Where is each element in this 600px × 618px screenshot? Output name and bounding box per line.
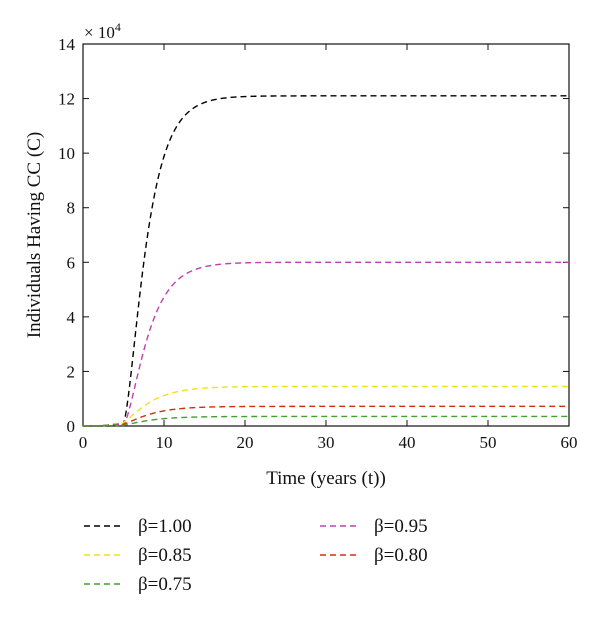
series-line-0 <box>83 95 569 428</box>
legend-label-0: β=1.00 <box>138 516 192 537</box>
legend-label-1: β=0.95 <box>374 516 428 537</box>
series-line-4 <box>83 415 569 427</box>
plot-area <box>82 43 570 427</box>
y-tick-label: 12 <box>58 90 75 109</box>
x-tick-label: 20 <box>237 433 254 452</box>
x-tick-label: 30 <box>318 433 335 452</box>
legend-label-2: β=0.85 <box>138 545 192 566</box>
x-axis-label: Time (years (t)) <box>266 468 386 489</box>
y-tick-label: 14 <box>58 35 76 54</box>
ticks: 0 10 20 30 40 50 60 0 2 4 6 8 10 12 14 <box>58 35 578 452</box>
legend-label-4: β=0.75 <box>138 574 192 595</box>
legend: β=1.00 β=0.95 β=0.85 β=0.80 β=0.75 <box>84 516 428 595</box>
series-lines <box>83 95 569 428</box>
x-tick-label: 60 <box>561 433 578 452</box>
x-tick-label: 40 <box>399 433 416 452</box>
y-multiplier-exponent: 4 <box>115 20 121 34</box>
y-tick-label: 2 <box>67 362 76 381</box>
y-tick-label: 10 <box>58 144 75 163</box>
y-tick-label: 4 <box>67 308 76 327</box>
y-tick-label: 0 <box>67 417 76 436</box>
y-tick-label: 6 <box>67 253 76 272</box>
series-line-1 <box>83 261 569 427</box>
x-tick-label: 10 <box>156 433 173 452</box>
y-tick-label: 8 <box>67 199 76 218</box>
series-line-3 <box>83 405 569 427</box>
legend-label-3: β=0.80 <box>374 545 428 566</box>
x-tick-label: 0 <box>79 433 88 452</box>
series-line-2 <box>83 385 569 427</box>
y-multiplier-label: × 104 <box>84 20 121 42</box>
y-axis-label: Individuals Having CC (C) <box>24 132 45 338</box>
x-tick-label: 50 <box>480 433 497 452</box>
